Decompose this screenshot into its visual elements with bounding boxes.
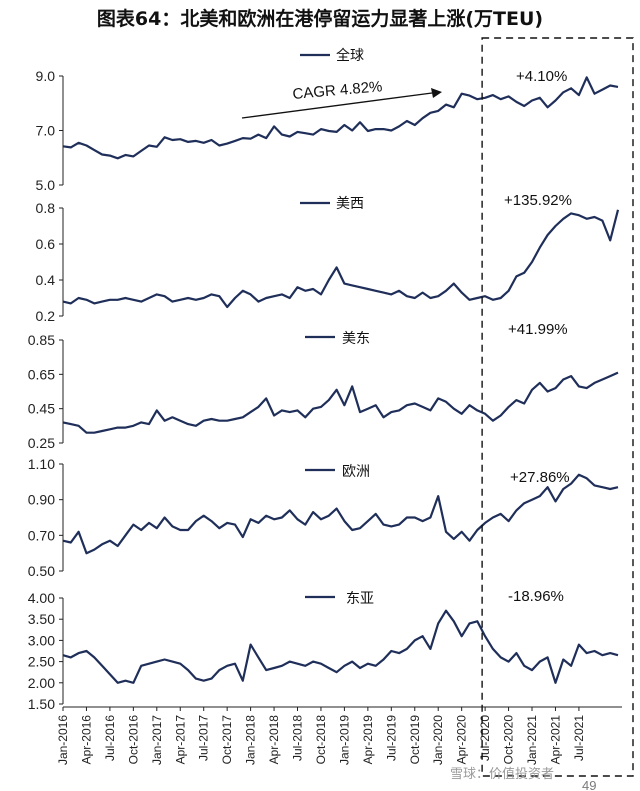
chart-title: 图表64：北美和欧洲在港停留运力显著上涨(万TEU) xyxy=(96,8,544,30)
change-annotation-1: +135.92% xyxy=(504,192,572,209)
panel-1-ytick-label: 0.2 xyxy=(36,308,56,324)
x-tick-label: Jul-2019 xyxy=(384,715,398,761)
panel-3-ytick-label: 1.10 xyxy=(28,456,55,472)
x-tick-label: Jul-2021 xyxy=(572,715,586,761)
panel-2-ytick-label: 0.45 xyxy=(28,401,55,417)
x-tick-label: Jul-2018 xyxy=(291,715,305,761)
legend-label-1: 美西 xyxy=(336,196,364,212)
legend-label-4: 东亚 xyxy=(346,591,374,607)
change-annotation-3: +27.86% xyxy=(510,469,570,486)
x-tick-label: Apr-2019 xyxy=(361,715,375,765)
change-annotation-2: +41.99% xyxy=(508,321,568,338)
x-tick-label: Apr-2021 xyxy=(548,715,562,765)
panel-3-ytick-label: 0.90 xyxy=(28,492,55,508)
x-tick-label: Apr-2017 xyxy=(173,715,187,765)
panel-2-ytick-label: 0.25 xyxy=(28,435,55,451)
series-line-0 xyxy=(62,76,619,160)
panel-1-ytick-label: 0.4 xyxy=(36,272,56,288)
panel-0-ytick-label: 5.0 xyxy=(36,177,56,193)
panel-4-ytick-label: 3.00 xyxy=(28,632,55,648)
x-tick-label: Jan-2018 xyxy=(244,715,258,765)
highlight-box xyxy=(481,37,634,777)
panel-4-ytick-label: 2.50 xyxy=(28,654,55,670)
watermark: 雪球：价值投资者 xyxy=(450,766,554,782)
panel-4-ytick-label: 2.00 xyxy=(28,675,55,691)
panel-2-ytick-label: 0.65 xyxy=(28,366,55,382)
cagr-arrow-head xyxy=(431,88,442,98)
panel-4-ytick-label: 4.00 xyxy=(28,590,55,606)
x-tick-label: Jan-2020 xyxy=(431,715,445,765)
x-tick-label: Apr-2016 xyxy=(79,715,93,765)
x-tick-label: Jan-2016 xyxy=(56,715,70,765)
change-annotation-4: -18.96% xyxy=(508,588,564,605)
x-tick-label: Oct-2019 xyxy=(408,715,422,765)
x-tick-label: Jan-2021 xyxy=(525,715,539,765)
x-tick-label: Jan-2017 xyxy=(150,715,164,765)
legend-label-0: 全球 xyxy=(336,47,364,64)
series-line-3 xyxy=(62,473,619,555)
cagr-annotation: CAGR 4.82% xyxy=(292,78,383,103)
panel-0-ytick-label: 9.0 xyxy=(36,68,56,84)
x-tick-label: Jul-2017 xyxy=(197,715,211,761)
change-annotation-0: +4.10% xyxy=(516,68,567,85)
x-tick-label: Jul-2016 xyxy=(103,715,117,761)
series-line-2 xyxy=(62,371,619,434)
series-line-1 xyxy=(62,209,620,309)
x-tick-label: Oct-2020 xyxy=(502,715,516,765)
x-tick-label: Jul-2020 xyxy=(478,715,492,761)
cagr-arrow-line xyxy=(241,92,433,119)
x-tick-label: Jan-2019 xyxy=(337,715,351,765)
panel-0-ytick-label: 7.0 xyxy=(36,123,56,139)
panel-3-ytick-label: 0.70 xyxy=(28,527,55,543)
legend-label-2: 美东 xyxy=(342,331,370,347)
panel-1-ytick-label: 0.6 xyxy=(36,236,56,252)
x-tick-label: Oct-2016 xyxy=(126,715,140,765)
panel-4-ytick-label: 1.50 xyxy=(28,696,55,712)
series-line-4 xyxy=(62,609,619,684)
page-number: 49 xyxy=(582,778,596,791)
x-tick-label: Oct-2018 xyxy=(314,715,328,765)
panel-2-ytick-label: 0.85 xyxy=(28,332,55,348)
x-tick-label: Oct-2017 xyxy=(220,715,234,765)
panel-4-ytick-label: 3.50 xyxy=(28,611,55,627)
panel-1-ytick-label: 0.8 xyxy=(36,200,56,216)
x-tick-label: Apr-2018 xyxy=(267,715,281,765)
panel-3-ytick-label: 0.50 xyxy=(28,563,55,579)
x-tick-label: Apr-2020 xyxy=(455,715,469,765)
legend-label-3: 欧洲 xyxy=(342,464,370,480)
